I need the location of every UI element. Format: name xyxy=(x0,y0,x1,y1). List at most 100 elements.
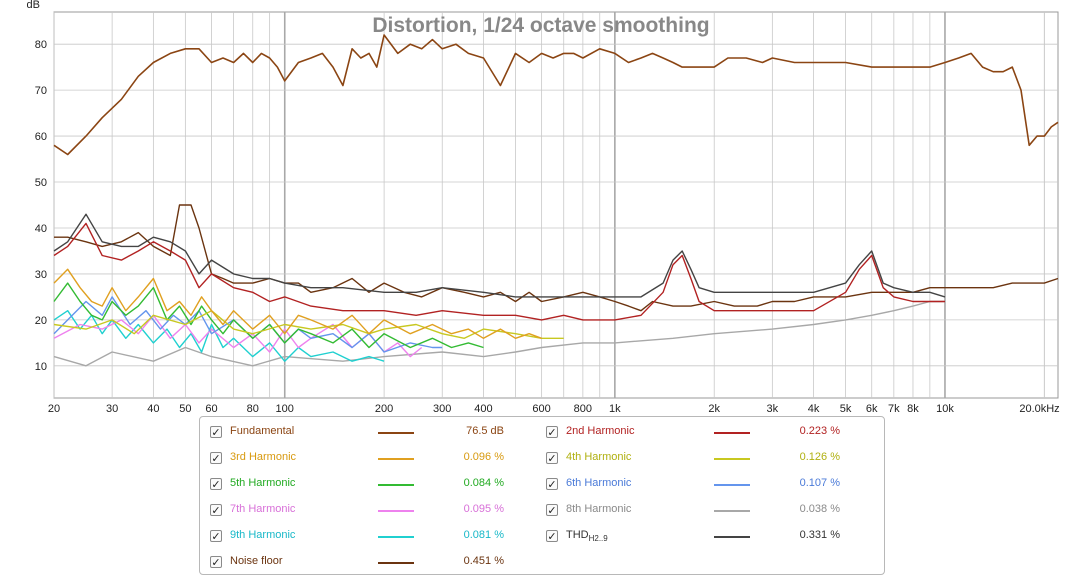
y-tick-label: 10 xyxy=(35,361,47,373)
legend-item[interactable]: ✓ 5th Harmonic 0.084 % xyxy=(210,477,530,495)
legend-label: 3rd Harmonic xyxy=(230,451,297,463)
legend-label: 4th Harmonic xyxy=(566,451,632,463)
legend-swatch xyxy=(378,510,414,512)
x-tick-label: 200 xyxy=(375,403,393,412)
series-line-h4 xyxy=(53,310,564,339)
series-line-h5 xyxy=(53,282,484,349)
x-tick-label: 50 xyxy=(179,403,191,412)
distortion-chart: Distortion, 1/24 octave smoothing dB 10 2… xyxy=(27,0,1060,412)
y-tick-label: 70 xyxy=(35,85,47,97)
x-tick-label: 100 xyxy=(276,403,294,412)
series-line-h8 xyxy=(53,300,945,367)
x-tick-label: 8k xyxy=(907,403,919,412)
legend-label: 2nd Harmonic xyxy=(566,425,635,437)
legend-value: 0.038 % xyxy=(799,503,840,515)
legend-label: 5th Harmonic xyxy=(230,477,296,489)
series-line-thd xyxy=(53,213,946,298)
series-line-h3 xyxy=(53,268,542,339)
x-tick-label: 20.0kHz xyxy=(1019,403,1059,412)
y-axis-label: dB xyxy=(27,0,40,11)
legend-swatch xyxy=(714,432,750,434)
legend-label: 7th Harmonic xyxy=(230,503,296,515)
x-tick-label: 7k xyxy=(888,403,900,412)
legend-value: 0.096 % xyxy=(463,451,504,463)
legend-swatch xyxy=(714,510,750,512)
chart-title: Distortion, 1/24 octave smoothing xyxy=(372,14,709,37)
legend-checkbox[interactable]: ✓ xyxy=(210,426,222,439)
legend-value: 0.223 % xyxy=(799,425,840,437)
y-tick-label: 40 xyxy=(35,223,47,235)
legend-checkbox[interactable]: ✓ xyxy=(210,556,222,569)
legend-label: THDH2..9 xyxy=(566,529,608,544)
legend-item[interactable]: ✓ 4th Harmonic 0.126 % xyxy=(546,451,866,469)
legend-checkbox[interactable]: ✓ xyxy=(210,530,222,543)
y-tick-label: 20 xyxy=(35,315,47,327)
legend-checkbox[interactable]: ✓ xyxy=(546,478,558,491)
series-lines xyxy=(53,34,1059,367)
x-tick-label: 10k xyxy=(936,403,954,412)
x-tick-label: 600 xyxy=(532,403,550,412)
legend-swatch xyxy=(714,484,750,486)
legend-value: 0.084 % xyxy=(463,477,504,489)
series-line-h9 xyxy=(53,310,385,362)
legend-label: 6th Harmonic xyxy=(566,477,632,489)
x-tick-label: 5k xyxy=(840,403,852,412)
legend-label: Noise floor xyxy=(230,555,283,567)
x-tick-label: 40 xyxy=(147,403,159,412)
legend-item[interactable]: ✓ 9th Harmonic 0.081 % xyxy=(210,529,530,547)
legend-swatch xyxy=(378,432,414,434)
legend-panel: ✓ Fundamental 76.5 dB ✓ 2nd Harmonic 0.223 % ✓… xyxy=(199,416,885,575)
legend-item[interactable]: ✓ 2nd Harmonic 0.223 % xyxy=(546,425,866,443)
x-tick-label: 2k xyxy=(708,403,720,412)
legend-checkbox[interactable]: ✓ xyxy=(210,452,222,465)
legend-checkbox[interactable]: ✓ xyxy=(546,504,558,517)
legend-item[interactable]: ✓ 3rd Harmonic 0.096 % xyxy=(210,451,530,469)
x-tick-label: 400 xyxy=(474,403,492,412)
x-tick-label: 30 xyxy=(106,403,118,412)
legend-checkbox[interactable]: ✓ xyxy=(210,478,222,491)
legend-checkbox[interactable]: ✓ xyxy=(546,530,558,543)
legend-item[interactable]: ✓ 6th Harmonic 0.107 % xyxy=(546,477,866,495)
x-tick-label: 60 xyxy=(205,403,217,412)
grid-lines xyxy=(53,12,1058,398)
legend-swatch xyxy=(378,536,414,538)
legend-label: 8th Harmonic xyxy=(566,503,632,515)
legend-item[interactable]: ✓ THDH2..9 0.331 % xyxy=(546,529,866,547)
x-tick-label: 3k xyxy=(767,403,779,412)
x-tick-label: 6k xyxy=(866,403,878,412)
legend-value: 0.081 % xyxy=(463,529,504,541)
y-tick-label: 50 xyxy=(35,177,47,189)
x-tick-label: 1k xyxy=(609,403,621,412)
legend-value: 0.331 % xyxy=(799,529,840,541)
y-tick-label: 30 xyxy=(35,269,47,281)
x-tick-label: 4k xyxy=(808,403,820,412)
series-line-fundamental xyxy=(53,34,1059,156)
legend-checkbox[interactable]: ✓ xyxy=(210,504,222,517)
x-tick-label: 20 xyxy=(48,403,60,412)
y-tick-label: 60 xyxy=(35,131,47,143)
legend-item[interactable]: ✓ 8th Harmonic 0.038 % xyxy=(546,503,866,521)
x-tick-label: 80 xyxy=(247,403,259,412)
legend-item[interactable]: ✓ 7th Harmonic 0.095 % xyxy=(210,503,530,521)
legend-swatch xyxy=(714,536,750,538)
legend-checkbox[interactable]: ✓ xyxy=(546,426,558,439)
x-axis-ticks: 20 30 40 50 60 80 100 200 300 400 600 800 1k 2k 3k 4k 5k… xyxy=(48,403,1060,412)
legend-swatch xyxy=(378,458,414,460)
legend-label-subscript: H2..9 xyxy=(588,534,608,544)
plot-area xyxy=(53,11,1059,399)
legend-item[interactable]: ✓ Noise floor 0.451 % xyxy=(210,555,530,573)
legend-swatch xyxy=(378,562,414,564)
legend-label: 9th Harmonic xyxy=(230,529,296,541)
series-line-h2 xyxy=(53,222,945,321)
legend-value: 76.5 dB xyxy=(466,425,504,437)
y-axis-ticks: 10 20 30 40 50 60 70 80 xyxy=(35,39,47,373)
legend-value: 0.126 % xyxy=(799,451,840,463)
legend-checkbox[interactable]: ✓ xyxy=(546,452,558,465)
legend-value: 0.451 % xyxy=(463,555,504,567)
legend-swatch xyxy=(714,458,750,460)
series-line-noise xyxy=(54,204,1059,312)
legend-item[interactable]: ✓ Fundamental 76.5 dB xyxy=(210,425,530,443)
y-tick-label: 80 xyxy=(35,39,47,51)
legend-value: 0.107 % xyxy=(799,477,840,489)
legend-label: Fundamental xyxy=(230,425,295,437)
